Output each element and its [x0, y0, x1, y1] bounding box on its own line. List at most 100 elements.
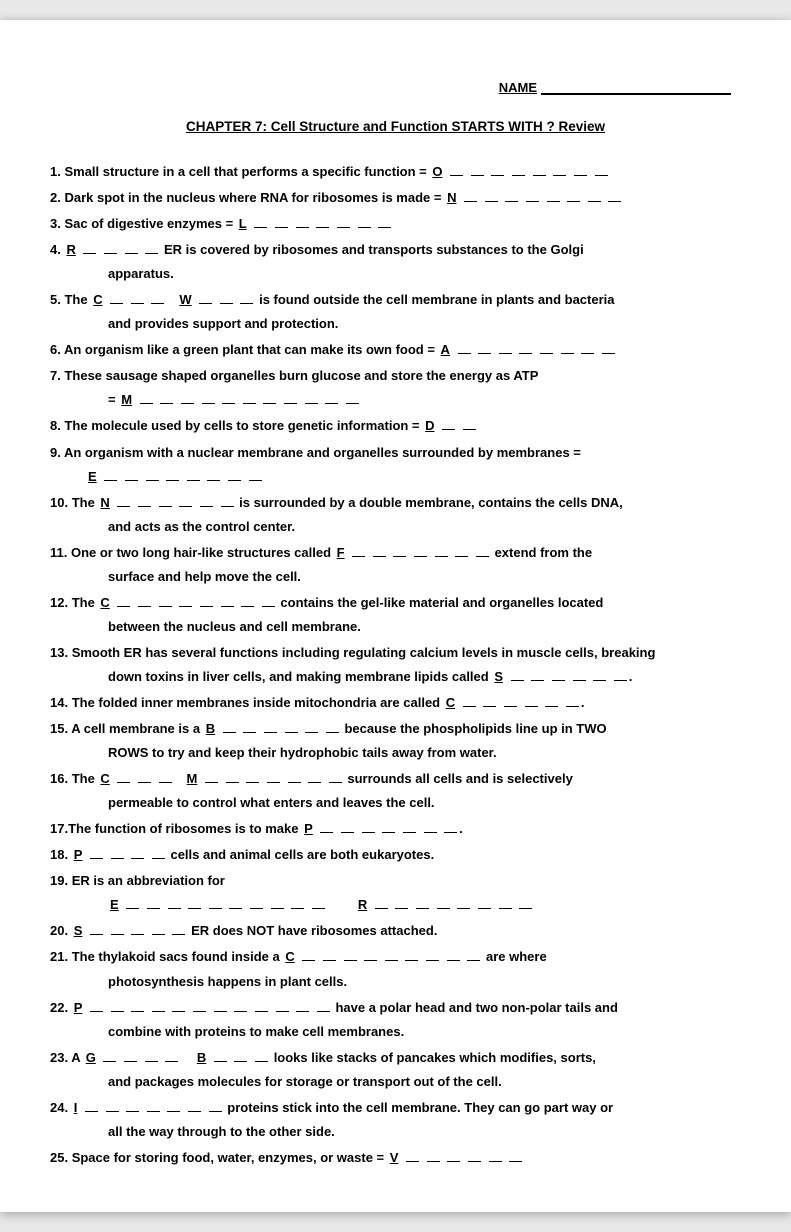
q12-text2: contains the gel-like material and organ…: [277, 595, 604, 610]
worksheet-title: CHAPTER 7: Cell Structure and Function S…: [50, 119, 741, 134]
q18-text: cells and animal cells are both eukaryot…: [167, 847, 434, 862]
question-11: 11. One or two long hair-like structures…: [50, 541, 741, 589]
q15-cont: ROWS to try and keep their hydrophobic t…: [50, 741, 741, 765]
q3-letter: L: [237, 216, 249, 231]
questions-list: 1. Small structure in a cell that perfor…: [50, 160, 741, 1170]
q11-text1: One or two long hair-like structures cal…: [71, 545, 335, 560]
question-5: 5. The C W is found outside the cell mem…: [50, 288, 741, 336]
q10-text2: is surrounded by a double membrane, cont…: [236, 495, 623, 510]
q7-letter: M: [119, 392, 134, 407]
q10-cont: and acts as the control center.: [50, 515, 741, 539]
q19-text: ER is an abbreviation for: [72, 873, 225, 888]
question-18: 18. P cells and animal cells are both eu…: [50, 843, 741, 867]
q23-cont: and packages molecules for storage or tr…: [50, 1070, 741, 1094]
q4-cont: apparatus.: [50, 262, 741, 286]
q16-cont: permeable to control what enters and lea…: [50, 791, 741, 815]
q2-letter: N: [445, 190, 458, 205]
q25-text: Space for storing food, water, enzymes, …: [72, 1150, 388, 1165]
q4-letter: R: [64, 242, 77, 257]
q5-letter1: C: [91, 292, 104, 307]
q22-text: have a polar head and two non-polar tail…: [332, 1000, 618, 1015]
question-8: 8. The molecule used by cells to store g…: [50, 414, 741, 438]
question-12: 12. The C contains the gel-like material…: [50, 591, 741, 639]
question-22: 22. P have a polar head and two non-pola…: [50, 996, 741, 1044]
q19-letter1: E: [108, 897, 121, 912]
question-10: 10. The N is surrounded by a double memb…: [50, 491, 741, 539]
q22-cont: combine with proteins to make cell membr…: [50, 1020, 741, 1044]
q15-text1: A cell membrane is a: [71, 721, 203, 736]
q14-text1: The folded inner membranes inside mitoch…: [72, 695, 444, 710]
q9-text: An organism with a nuclear membrane and …: [64, 445, 581, 460]
q13-text1: Smooth ER has several functions includin…: [72, 645, 656, 660]
q21-letter: C: [283, 949, 296, 964]
q5-cont: and provides support and protection.: [50, 312, 741, 336]
question-23: 23. A G B looks like stacks of pancakes …: [50, 1046, 741, 1094]
question-19: 19. ER is an abbreviation for E R: [50, 869, 741, 917]
q24-letter: I: [72, 1100, 80, 1115]
q8-text: The molecule used by cells to store gene…: [64, 418, 423, 433]
q23-letter1: G: [84, 1050, 98, 1065]
question-2: 2. Dark spot in the nucleus where RNA fo…: [50, 186, 741, 210]
question-6: 6. An organism like a green plant that c…: [50, 338, 741, 362]
q15-text2: because the phospholipids line up in TWO: [341, 721, 607, 736]
q16-text2: surrounds all cells and is selectively: [344, 771, 573, 786]
q18-letter: P: [72, 847, 85, 862]
q12-cont: between the nucleus and cell membrane.: [50, 615, 741, 639]
q11-text2: extend from the: [491, 545, 592, 560]
question-9: 9. An organism with a nuclear membrane a…: [50, 441, 741, 489]
q11-cont: surface and help move the cell.: [50, 565, 741, 589]
q24-text: proteins stick into the cell membrane. T…: [224, 1100, 613, 1115]
question-4: 4. R ER is covered by ribosomes and tran…: [50, 238, 741, 286]
q6-text: An organism like a green plant that can …: [64, 342, 439, 357]
question-16: 16. The C M surrounds all cells and is s…: [50, 767, 741, 815]
q10-letter: N: [98, 495, 111, 510]
question-15: 15. A cell membrane is a B because the p…: [50, 717, 741, 765]
q1-text: Small structure in a cell that performs …: [64, 164, 430, 179]
q6-letter: A: [439, 342, 452, 357]
name-label: NAME: [499, 80, 537, 95]
q5-letter2: W: [177, 292, 193, 307]
q7-cont: =: [108, 392, 119, 407]
q20-text: ER does NOT have ribosomes attached.: [187, 923, 437, 938]
q13-cont: down toxins in liver cells, and making m…: [108, 669, 492, 684]
q2-text: Dark spot in the nucleus where RNA for r…: [64, 190, 445, 205]
q19-letter2: R: [356, 897, 369, 912]
q9-letter: E: [86, 469, 99, 484]
q13-letter: S: [492, 669, 505, 684]
q20-letter: S: [72, 923, 85, 938]
question-17: 17.The function of ribosomes is to make …: [50, 817, 741, 841]
q25-letter: V: [388, 1150, 401, 1165]
question-13: 13. Smooth ER has several functions incl…: [50, 641, 741, 689]
q10-text1: The: [72, 495, 99, 510]
question-25: 25. Space for storing food, water, enzym…: [50, 1146, 741, 1170]
q24-cont: all the way through to the other side.: [50, 1120, 741, 1144]
q12-text1: The: [72, 595, 99, 610]
question-1: 1. Small structure in a cell that perfor…: [50, 160, 741, 184]
question-7: 7. These sausage shaped organelles burn …: [50, 364, 741, 412]
q16-letter1: C: [98, 771, 111, 786]
q23-letter2: B: [195, 1050, 208, 1065]
question-3: 3. Sac of digestive enzymes = L: [50, 212, 741, 236]
q1-letter: O: [430, 164, 444, 179]
name-blank[interactable]: [541, 93, 731, 95]
q21-text1: The thylakoid sacs found inside a: [72, 949, 284, 964]
q21-cont: photosynthesis happens in plant cells.: [50, 970, 741, 994]
q8-letter: D: [423, 418, 436, 433]
q23-text2: looks like stacks of pancakes which modi…: [270, 1050, 596, 1065]
name-field-row: NAME: [50, 80, 741, 95]
q23-text1: A: [71, 1050, 84, 1065]
q5-text1: The: [64, 292, 91, 307]
q17-letter: P: [302, 821, 315, 836]
q14-letter: C: [444, 695, 457, 710]
q5-text2: is found outside the cell membrane in pl…: [255, 292, 614, 307]
question-14: 14. The folded inner membranes inside mi…: [50, 691, 741, 715]
q16-letter2: M: [185, 771, 200, 786]
q22-letter: P: [72, 1000, 85, 1015]
question-21: 21. The thylakoid sacs found inside a C …: [50, 945, 741, 993]
q3-text: Sac of digestive enzymes =: [64, 216, 236, 231]
q4-text: ER is covered by ribosomes and transport…: [160, 242, 583, 257]
worksheet-page: NAME CHAPTER 7: Cell Structure and Funct…: [0, 20, 791, 1212]
q16-text1: The: [72, 771, 99, 786]
q15-letter: B: [204, 721, 217, 736]
q21-text2: are where: [482, 949, 546, 964]
